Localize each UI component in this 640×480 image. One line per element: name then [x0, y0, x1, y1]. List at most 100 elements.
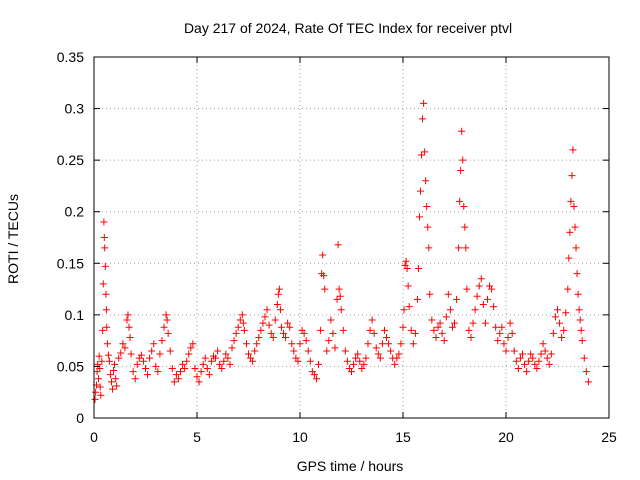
- data-point: [325, 337, 333, 345]
- data-point: [422, 177, 430, 185]
- data-point: [529, 354, 537, 362]
- y-tick-label: 0.1: [65, 307, 85, 323]
- data-point: [312, 375, 320, 383]
- data-point: [411, 329, 419, 337]
- data-point: [421, 148, 429, 156]
- data-point: [265, 321, 273, 329]
- data-point: [216, 360, 224, 368]
- data-point: [99, 326, 107, 334]
- data-point: [102, 290, 110, 298]
- data-point: [496, 329, 504, 337]
- data-point: [263, 306, 271, 314]
- data-point: [348, 368, 355, 376]
- data-point: [383, 334, 391, 342]
- data-point: [191, 364, 199, 372]
- data-point: [393, 354, 401, 362]
- data-point: [164, 329, 172, 337]
- data-point: [543, 354, 551, 362]
- data-point: [129, 368, 137, 376]
- data-point: [95, 352, 103, 360]
- data-point: [306, 357, 314, 365]
- data-point: [417, 187, 425, 195]
- data-point: [269, 334, 277, 342]
- data-point: [337, 306, 345, 314]
- data-point: [574, 290, 582, 298]
- data-point: [453, 295, 461, 303]
- data-point: [570, 203, 578, 211]
- x-tick-label: 25: [601, 429, 617, 445]
- data-point: [335, 285, 343, 293]
- data-point: [121, 344, 129, 352]
- data-point: [573, 270, 581, 278]
- data-point: [488, 285, 496, 293]
- data-point: [516, 354, 524, 362]
- data-point: [425, 244, 433, 252]
- data-point: [296, 340, 304, 348]
- data-point: [397, 340, 405, 348]
- data-point: [304, 347, 312, 355]
- data-point: [343, 357, 351, 365]
- data-point: [170, 378, 178, 386]
- data-point: [380, 326, 388, 334]
- data-point: [103, 340, 111, 348]
- data-point: [273, 301, 281, 309]
- data-point: [174, 375, 182, 383]
- data-point: [475, 282, 483, 290]
- data-point: [240, 326, 248, 334]
- data-point: [512, 357, 520, 365]
- y-ticks-layer: [94, 56, 609, 419]
- data-point: [249, 357, 257, 365]
- x-tick-label: 15: [395, 429, 411, 445]
- data-point: [315, 360, 323, 368]
- data-point: [101, 262, 109, 270]
- data-point: [97, 391, 105, 399]
- data-point: [331, 344, 339, 352]
- data-point: [549, 329, 557, 337]
- data-point: [300, 329, 308, 337]
- data-point: [92, 388, 100, 396]
- data-point: [288, 340, 296, 348]
- data-point: [405, 303, 413, 311]
- data-point: [569, 146, 577, 154]
- plot-frame: [93, 56, 610, 419]
- data-point: [580, 354, 588, 362]
- data-point: [177, 368, 185, 376]
- data-point: [193, 373, 201, 381]
- data-point: [284, 319, 292, 327]
- data-point: [277, 323, 285, 331]
- data-point: [160, 323, 168, 331]
- data-point: [473, 292, 481, 300]
- data-point: [510, 347, 518, 355]
- data-point: [418, 151, 426, 159]
- data-point: [195, 378, 203, 386]
- data-point: [434, 323, 442, 331]
- data-point: [148, 347, 156, 355]
- y-axis-label: ROTI / TECUs: [5, 194, 21, 284]
- data-point: [498, 323, 506, 331]
- data-point: [214, 347, 222, 355]
- data-point: [280, 329, 288, 337]
- data-point: [366, 326, 374, 334]
- data-point: [428, 316, 436, 324]
- data-point: [146, 354, 154, 362]
- data-point: [261, 313, 269, 321]
- data-point: [391, 360, 399, 368]
- data-point: [230, 337, 238, 345]
- data-point: [577, 326, 585, 334]
- data-point: [101, 244, 109, 252]
- data-point: [111, 360, 119, 368]
- data-point: [467, 334, 475, 342]
- data-point: [568, 172, 576, 180]
- data-point: [142, 364, 149, 372]
- data-point: [100, 218, 108, 226]
- data-point: [539, 340, 547, 348]
- data-point: [333, 295, 341, 303]
- data-point: [286, 323, 294, 331]
- data-point: [547, 350, 555, 358]
- data-point: [500, 340, 508, 348]
- data-point: [253, 340, 261, 348]
- data-point: [133, 360, 141, 368]
- data-point: [104, 351, 112, 359]
- data-point: [537, 350, 545, 358]
